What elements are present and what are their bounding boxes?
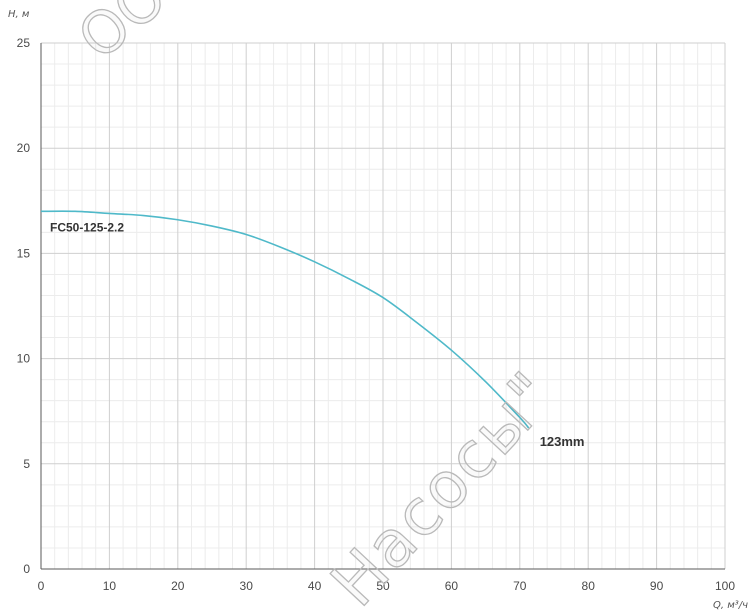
series-layer <box>40 210 530 429</box>
x-tick-label: 0 <box>38 579 45 593</box>
tick-labels: 0 10 20 30 40 50 60 70 80 90 100 0 5 10 15 20 25 <box>17 36 736 593</box>
x-tick-label: 90 <box>650 579 664 593</box>
y-axis-title: H, м <box>8 9 30 20</box>
x-tick-label: 50 <box>376 579 390 593</box>
x-axis-title: Q, м³/ч <box>713 600 748 611</box>
x-tick-label: 80 <box>582 579 596 593</box>
x-tick-label: 40 <box>308 579 322 593</box>
impeller-diameter-label: 123mm <box>540 434 585 449</box>
major-grid <box>40 42 726 570</box>
y-tick-label: 15 <box>17 246 31 260</box>
y-tick-label: 25 <box>17 36 31 50</box>
axes <box>40 43 725 570</box>
x-tick-label: 10 <box>103 579 117 593</box>
x-tick-label: 30 <box>240 579 254 593</box>
y-tick-label: 0 <box>23 562 30 576</box>
series-label: FC50-125-2.2 <box>50 220 124 234</box>
y-tick-label: 10 <box>17 352 31 366</box>
x-tick-label: 100 <box>715 579 735 593</box>
y-tick-label: 5 <box>23 457 30 471</box>
x-tick-label: 20 <box>171 579 185 593</box>
x-tick-label: 60 <box>445 579 459 593</box>
y-tick-label: 20 <box>17 141 31 155</box>
x-tick-label: 70 <box>513 579 527 593</box>
series-line <box>40 210 530 429</box>
